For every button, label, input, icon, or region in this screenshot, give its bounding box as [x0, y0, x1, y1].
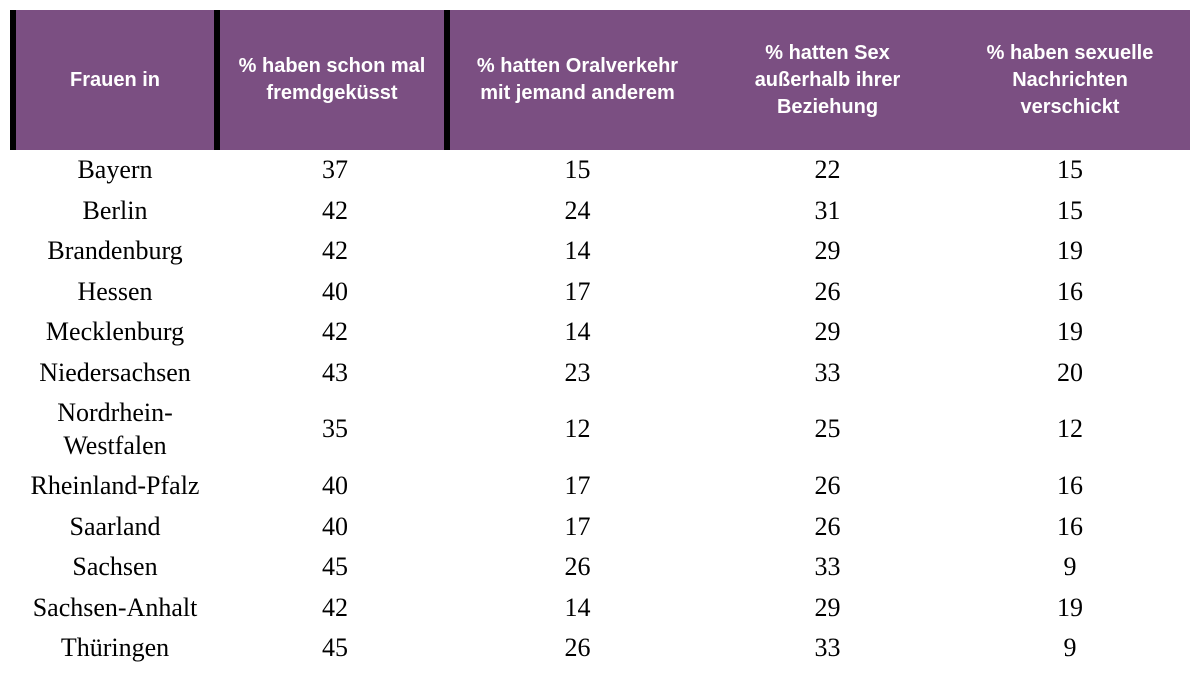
cell-region: Sachsen [10, 547, 220, 588]
cell-region: Hessen [10, 272, 220, 313]
cell-value: 19 [950, 588, 1190, 629]
table-header-row: Frauen in % haben schon mal fremdgeküsst… [10, 10, 1190, 150]
cell-value: 17 [450, 466, 705, 507]
cell-value: 14 [450, 312, 705, 353]
cell-value: 40 [220, 507, 450, 548]
cell-value: 42 [220, 588, 450, 629]
table-row: Rheinland-Pfalz 40 17 26 16 [10, 466, 1190, 507]
cell-value: 43 [220, 353, 450, 394]
table-row: Nordrhein-Westfalen 35 12 25 12 [10, 393, 1190, 466]
cell-value: 45 [220, 628, 450, 669]
cell-value: 15 [950, 191, 1190, 232]
cell-value: 19 [950, 312, 1190, 353]
cell-value: 14 [450, 231, 705, 272]
cell-value: 16 [950, 272, 1190, 313]
cell-value: 12 [450, 393, 705, 466]
cell-region: Nordrhein-Westfalen [10, 393, 220, 466]
cell-value: 26 [450, 547, 705, 588]
cell-value: 42 [220, 231, 450, 272]
cell-region: Saarland [10, 507, 220, 548]
data-table: Frauen in % haben schon mal fremdgeküsst… [10, 10, 1190, 669]
col-header-messages: % haben sexuelle Nachrichten verschickt [950, 10, 1190, 150]
cell-value: 16 [950, 507, 1190, 548]
cell-value: 33 [705, 547, 950, 588]
cell-value: 29 [705, 312, 950, 353]
cell-value: 29 [705, 231, 950, 272]
cell-value: 26 [705, 507, 950, 548]
data-table-container: Frauen in % haben schon mal fremdgeküsst… [10, 10, 1190, 669]
table-row: Saarland 40 17 26 16 [10, 507, 1190, 548]
cell-value: 20 [950, 353, 1190, 394]
cell-region: Rheinland-Pfalz [10, 466, 220, 507]
table-row: Niedersachsen 43 23 33 20 [10, 353, 1190, 394]
cell-value: 12 [950, 393, 1190, 466]
cell-value: 42 [220, 191, 450, 232]
cell-value: 9 [950, 628, 1190, 669]
cell-value: 15 [950, 150, 1190, 191]
table-header: Frauen in % haben schon mal fremdgeküsst… [10, 10, 1190, 150]
cell-region: Brandenburg [10, 231, 220, 272]
cell-value: 45 [220, 547, 450, 588]
col-header-kissed: % haben schon mal fremdgeküsst [220, 10, 450, 150]
col-header-region: Frauen in [10, 10, 220, 150]
cell-value: 24 [450, 191, 705, 232]
cell-value: 25 [705, 393, 950, 466]
table-row: Bayern 37 15 22 15 [10, 150, 1190, 191]
cell-region: Thüringen [10, 628, 220, 669]
table-row: Sachsen 45 26 33 9 [10, 547, 1190, 588]
cell-value: 17 [450, 272, 705, 313]
col-header-sex: % hatten Sex außerhalb ihrer Beziehung [705, 10, 950, 150]
table-row: Brandenburg 42 14 29 19 [10, 231, 1190, 272]
table-row: Hessen 40 17 26 16 [10, 272, 1190, 313]
cell-value: 31 [705, 191, 950, 232]
cell-value: 14 [450, 588, 705, 629]
cell-region: Bayern [10, 150, 220, 191]
cell-value: 22 [705, 150, 950, 191]
cell-value: 37 [220, 150, 450, 191]
cell-value: 42 [220, 312, 450, 353]
table-row: Thüringen 45 26 33 9 [10, 628, 1190, 669]
cell-region: Niedersachsen [10, 353, 220, 394]
cell-value: 26 [450, 628, 705, 669]
cell-value: 26 [705, 466, 950, 507]
cell-value: 26 [705, 272, 950, 313]
cell-value: 19 [950, 231, 1190, 272]
table-row: Sachsen-Anhalt 42 14 29 19 [10, 588, 1190, 629]
cell-value: 16 [950, 466, 1190, 507]
cell-value: 9 [950, 547, 1190, 588]
cell-value: 23 [450, 353, 705, 394]
cell-region: Berlin [10, 191, 220, 232]
cell-value: 29 [705, 588, 950, 629]
table-row: Mecklenburg 42 14 29 19 [10, 312, 1190, 353]
cell-value: 40 [220, 466, 450, 507]
cell-value: 15 [450, 150, 705, 191]
cell-region: Mecklenburg [10, 312, 220, 353]
cell-value: 17 [450, 507, 705, 548]
table-row: Berlin 42 24 31 15 [10, 191, 1190, 232]
cell-value: 33 [705, 628, 950, 669]
cell-region: Sachsen-Anhalt [10, 588, 220, 629]
cell-value: 35 [220, 393, 450, 466]
cell-value: 40 [220, 272, 450, 313]
col-header-oral: % hatten Oralverkehr mit jemand anderem [450, 10, 705, 150]
cell-value: 33 [705, 353, 950, 394]
table-body: Bayern 37 15 22 15 Berlin 42 24 31 15 Br… [10, 150, 1190, 669]
